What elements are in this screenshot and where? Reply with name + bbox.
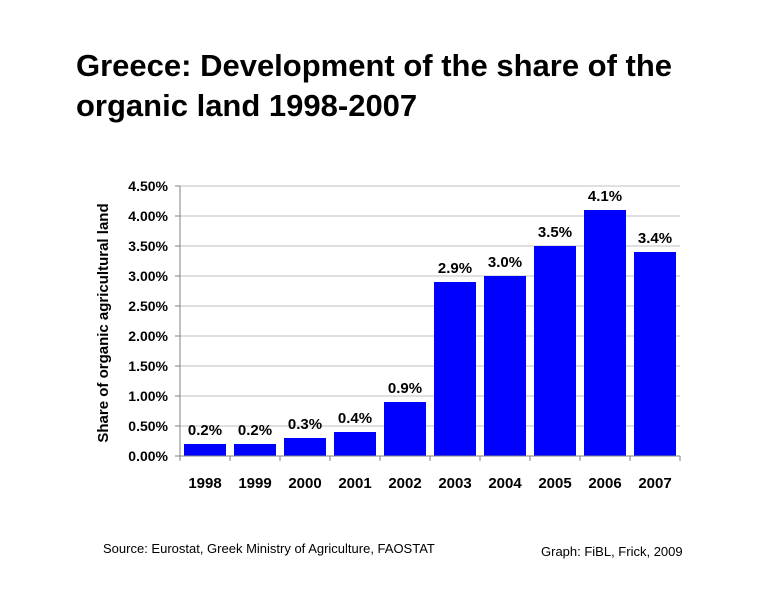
bar-2001 [334, 432, 376, 456]
data-label: 0.2% [188, 422, 222, 439]
y-tick-label: 1.50% [128, 358, 168, 374]
data-label: 0.4% [338, 410, 372, 427]
data-label: 2.9% [438, 260, 472, 277]
x-tick-label: 2002 [388, 475, 421, 492]
x-tick-label: 2007 [638, 475, 671, 492]
y-tick-label: 0.00% [128, 448, 168, 464]
source-note: Source: Eurostat, Greek Ministry of Agri… [103, 541, 435, 556]
y-tick-label: 3.00% [128, 268, 168, 284]
bar-2006 [584, 210, 626, 456]
x-tick-label: 2004 [488, 475, 522, 492]
data-label: 3.0% [488, 254, 522, 271]
x-tick-label: 2001 [338, 475, 371, 492]
data-label: 0.3% [288, 416, 322, 433]
y-tick-label: 4.00% [128, 208, 168, 224]
data-label: 3.4% [638, 230, 672, 247]
y-tick-label: 3.50% [128, 238, 168, 254]
y-tick-label: 0.50% [128, 418, 168, 434]
bar-2005 [534, 246, 576, 456]
x-tick-label: 1998 [188, 475, 221, 492]
data-label: 0.9% [388, 380, 422, 397]
x-tick-label: 1999 [238, 475, 271, 492]
data-label: 0.2% [238, 422, 272, 439]
bar-2004 [484, 276, 526, 456]
axes [175, 185, 681, 461]
y-tick-label: 2.00% [128, 328, 168, 344]
bar-1999 [234, 444, 276, 456]
labels: 0.00% 0.50% 1.00% 1.50% 2.00% 2.50% 3.00% 3.50%… [128, 178, 672, 492]
bar-2002 [384, 402, 426, 456]
data-label: 4.1% [588, 188, 622, 205]
y-tick-label: 4.50% [128, 178, 168, 194]
y-tick-label: 2.50% [128, 298, 168, 314]
y-tick-label: 1.00% [128, 388, 168, 404]
x-tick-label: 2000 [288, 475, 321, 492]
bar-2007 [634, 252, 676, 456]
bar-2000 [284, 438, 326, 456]
bars [184, 210, 676, 456]
graph-credit: Graph: FiBL, Frick, 2009 [541, 544, 683, 559]
bar-1998 [184, 444, 226, 456]
chart-title: Greece: Development of the share of the … [76, 48, 673, 123]
x-tick-label: 2006 [588, 475, 621, 492]
x-tick-label: 2003 [438, 475, 471, 492]
bar-2003 [434, 282, 476, 456]
x-tick-label: 2005 [538, 475, 571, 492]
y-axis-label: Share of organic agricultural land [95, 203, 112, 442]
data-label: 3.5% [538, 224, 572, 241]
